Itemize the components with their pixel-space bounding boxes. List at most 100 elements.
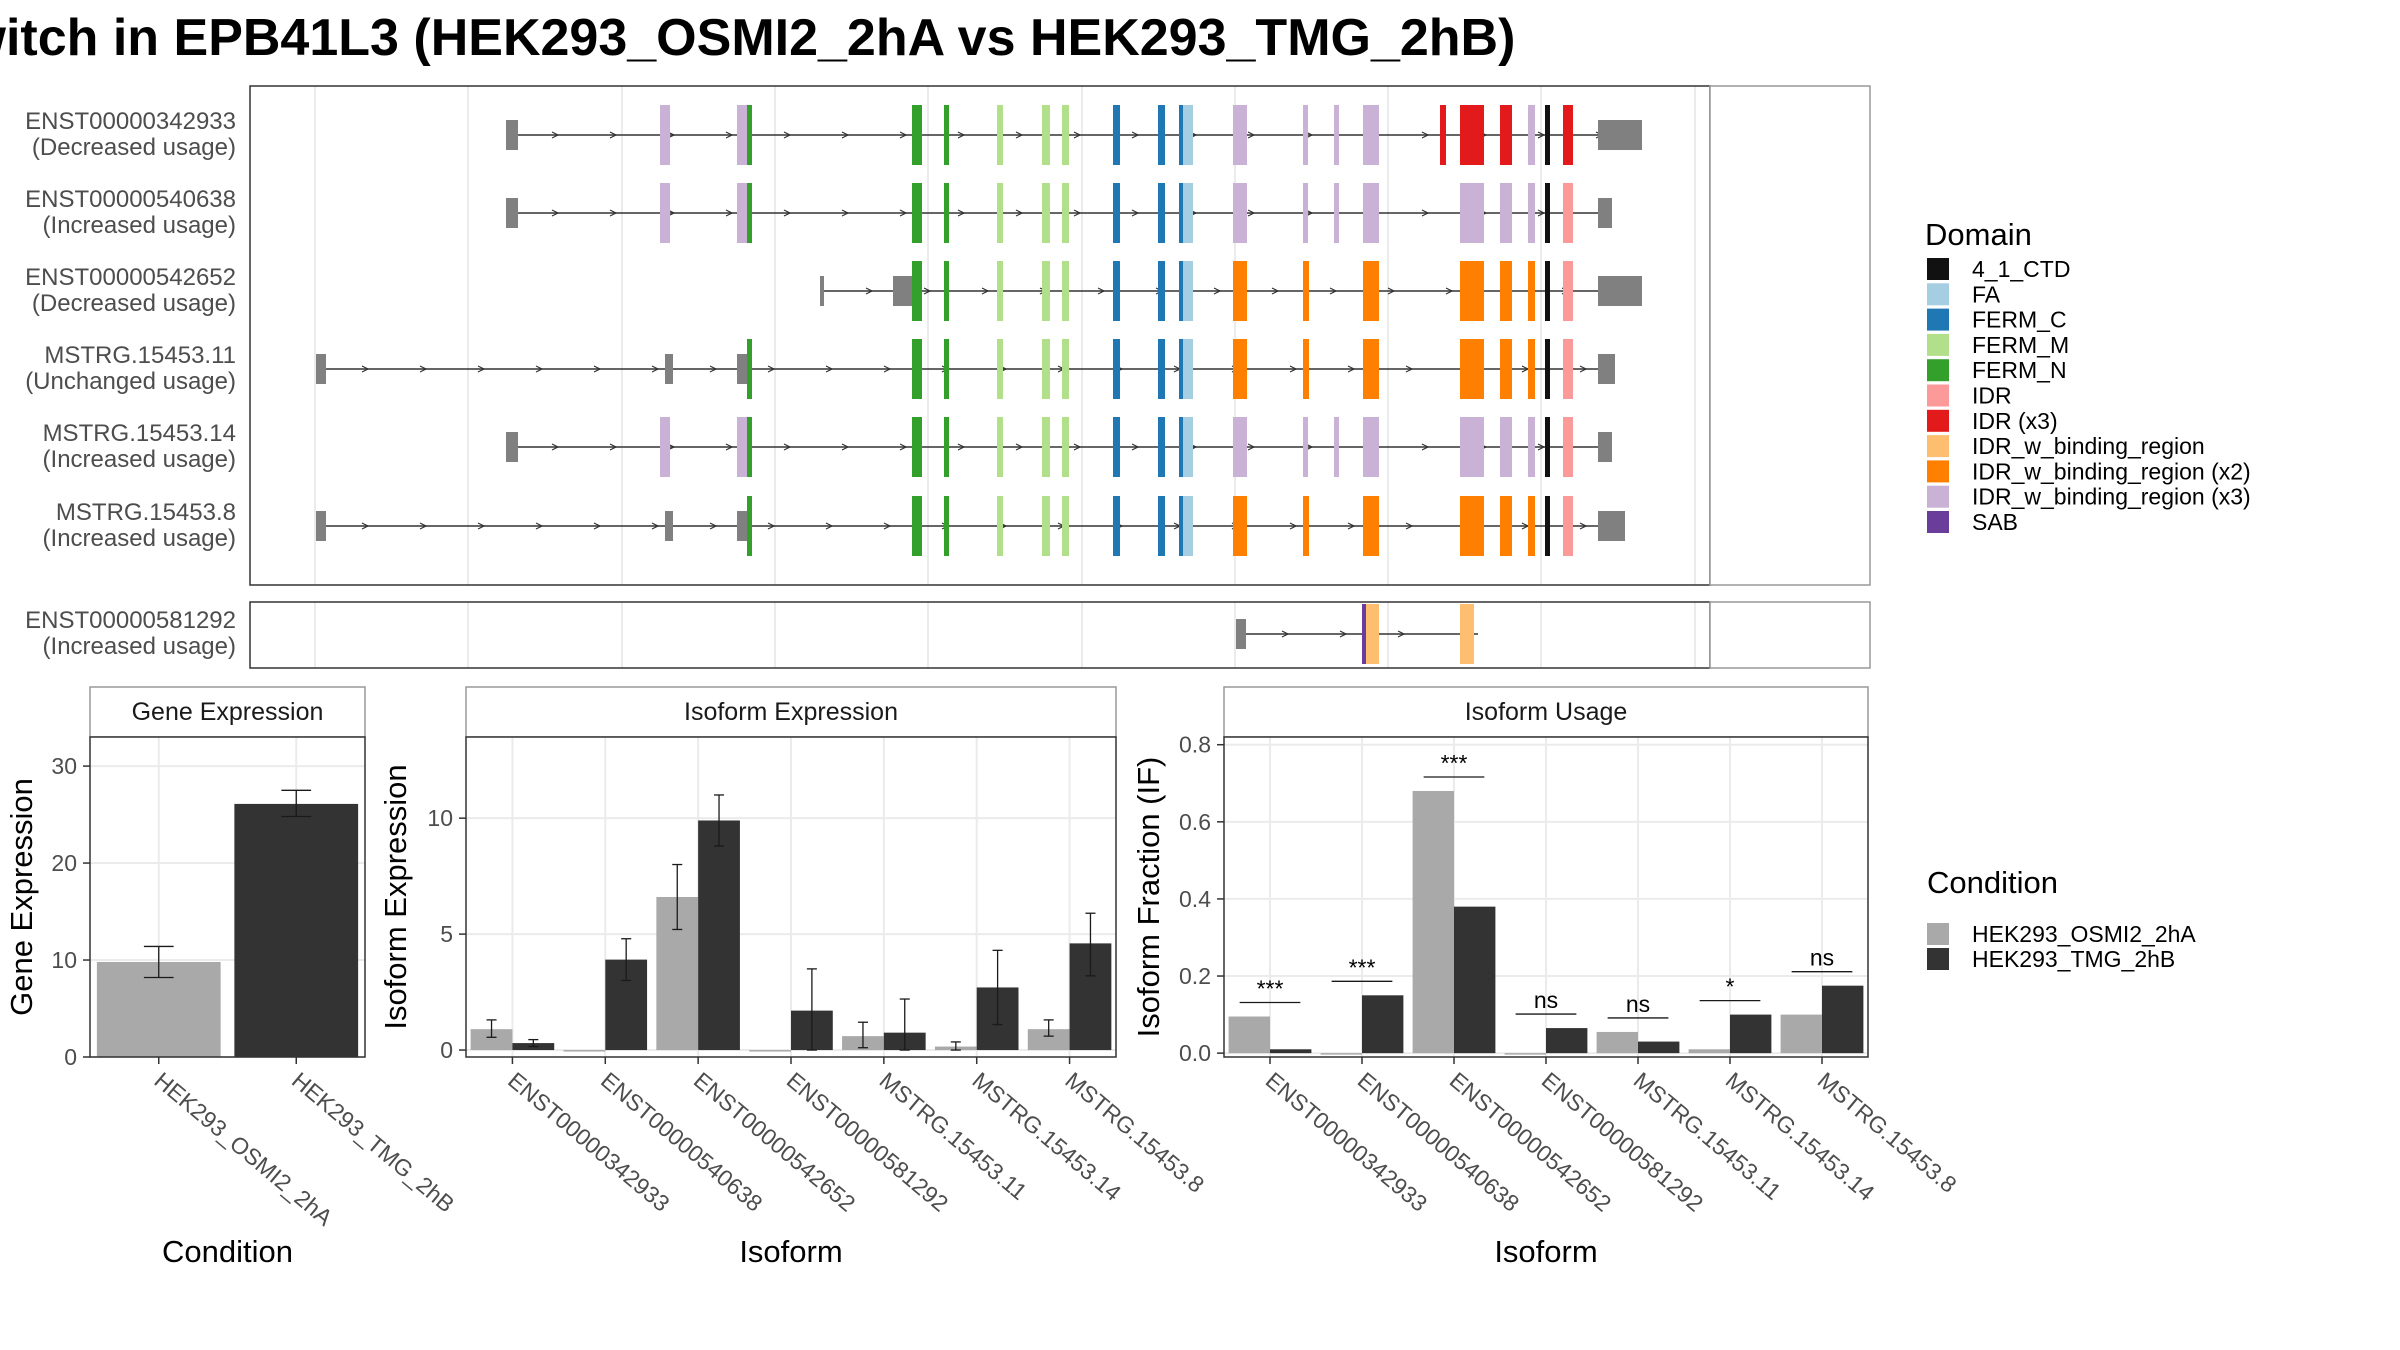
intron-arrow: [1387, 287, 1396, 295]
facet-strip: [89, 686, 366, 738]
domain-exon: [660, 105, 670, 165]
domain-exon: [997, 496, 1003, 556]
intron-arrow: [923, 287, 932, 295]
transcript-id-label: ENST00000542652: [25, 264, 236, 291]
domain-exon: [1460, 261, 1484, 321]
intron-arrow: [1281, 630, 1290, 638]
domain-exon: [1563, 417, 1573, 477]
y-axis-title: Isoform Fraction (IF): [1131, 757, 1166, 1038]
domain-exon: [1179, 105, 1183, 165]
domain-exon: [997, 417, 1003, 477]
domain-exon: [1179, 261, 1183, 321]
bar: [1362, 995, 1404, 1054]
domain-exon: [1500, 417, 1512, 477]
domain-exon: [1545, 105, 1550, 165]
domain-exon: [1303, 496, 1309, 556]
y-tick-label: 0.4: [1179, 886, 1211, 912]
transcript-usage-label: (Increased usage): [43, 633, 236, 660]
transcript-id-label: ENST00000540638: [25, 186, 236, 213]
bar: [1412, 790, 1454, 1054]
domain-exon: [944, 261, 949, 321]
domain-exon: [737, 183, 747, 243]
intron-arrow: [609, 209, 618, 217]
domain-exon: [912, 183, 922, 243]
utr-exon: [1598, 198, 1612, 228]
intron-arrow: [551, 131, 560, 139]
domain-exon: [747, 105, 752, 165]
intron-arrow: [551, 209, 560, 217]
domain-exon: [1233, 417, 1247, 477]
transcript-usage-label: (Decreased usage): [32, 290, 236, 317]
domain-exon: [1334, 417, 1339, 477]
domain-exon: [1528, 183, 1535, 243]
intron-arrow: [841, 443, 850, 451]
bar: [1454, 906, 1496, 1054]
intron-arrow: [419, 522, 428, 530]
intron-arrow: [725, 131, 734, 139]
domain-exon: [1563, 339, 1573, 399]
legend-swatch: [1927, 511, 1949, 533]
domain-exon: [1528, 339, 1535, 399]
y-tick-label: 0.6: [1179, 809, 1211, 835]
intron-arrow: [1247, 443, 1256, 451]
transcript-row: ENST00000581292(Increased usage): [25, 604, 1478, 664]
domain-exon: [1362, 604, 1366, 664]
domain-exon: [1042, 183, 1050, 243]
intron-arrow: [1421, 209, 1430, 217]
domain-exon: [1563, 261, 1573, 321]
domain-exon: [1460, 183, 1484, 243]
intron-arrow: [361, 365, 370, 373]
intron-arrow: [1329, 287, 1338, 295]
bar: [698, 820, 740, 1051]
domain-exon: [1500, 183, 1512, 243]
intron-arrow: [899, 209, 908, 217]
intron-arrow: [899, 443, 908, 451]
utr-exon: [506, 120, 518, 150]
intron-arrow: [1537, 209, 1546, 217]
x-tick-label: ENST00000540638: [596, 1067, 768, 1217]
domain-exon: [1233, 183, 1247, 243]
x-tick-label: ENST00000542652: [1445, 1067, 1617, 1217]
domain-exon: [1042, 496, 1050, 556]
domain-exon: [944, 105, 949, 165]
transcript-structure-panel: ENST00000342933(Decreased usage)ENST0000…: [25, 85, 1871, 669]
intron-arrow: [535, 522, 544, 530]
transcript-usage-label: (Unchanged usage): [25, 368, 236, 395]
domain-exon: [1500, 339, 1512, 399]
x-tick-label: ENST00000540638: [1353, 1067, 1525, 1217]
utr-exon: [737, 511, 749, 541]
intron-arrow: [1405, 522, 1414, 530]
significance-label: ***: [1441, 750, 1468, 776]
intron-arrow: [593, 365, 602, 373]
domain-exon: [1233, 496, 1247, 556]
figure-title: The isoform switch in EPB41L3 (HEK293_OS…: [0, 9, 1515, 67]
transcript-id-label: ENST00000581292: [25, 607, 236, 634]
domain-exon: [1363, 417, 1379, 477]
intron-arrow: [1213, 287, 1222, 295]
utr-exon: [316, 511, 326, 541]
domain-exon: [1179, 339, 1183, 399]
domain-exon: [1062, 183, 1069, 243]
intron-arrow: [1247, 209, 1256, 217]
bar: [1027, 1029, 1070, 1051]
intron-arrow: [609, 443, 618, 451]
intron-arrow: [825, 522, 834, 530]
legend-swatch: [1927, 283, 1949, 306]
intron-arrow: [841, 131, 850, 139]
significance-label: ns: [1810, 945, 1834, 971]
intron-arrow: [1015, 209, 1024, 217]
intron-arrow: [1289, 365, 1298, 373]
domain-exon: [1545, 261, 1550, 321]
significance-label: ns: [1626, 991, 1650, 1017]
significance-label: ***: [1349, 954, 1376, 980]
chart-title: Gene Expression: [132, 698, 324, 726]
domain-exon: [997, 261, 1003, 321]
domain-exon: [912, 105, 922, 165]
intron-arrow: [1131, 209, 1140, 217]
domain-exon: [747, 496, 752, 556]
intron-arrow: [419, 365, 428, 373]
transcript-usage-label: (Increased usage): [43, 525, 236, 552]
intron-arrow: [1537, 443, 1546, 451]
domain-exon: [1113, 261, 1120, 321]
